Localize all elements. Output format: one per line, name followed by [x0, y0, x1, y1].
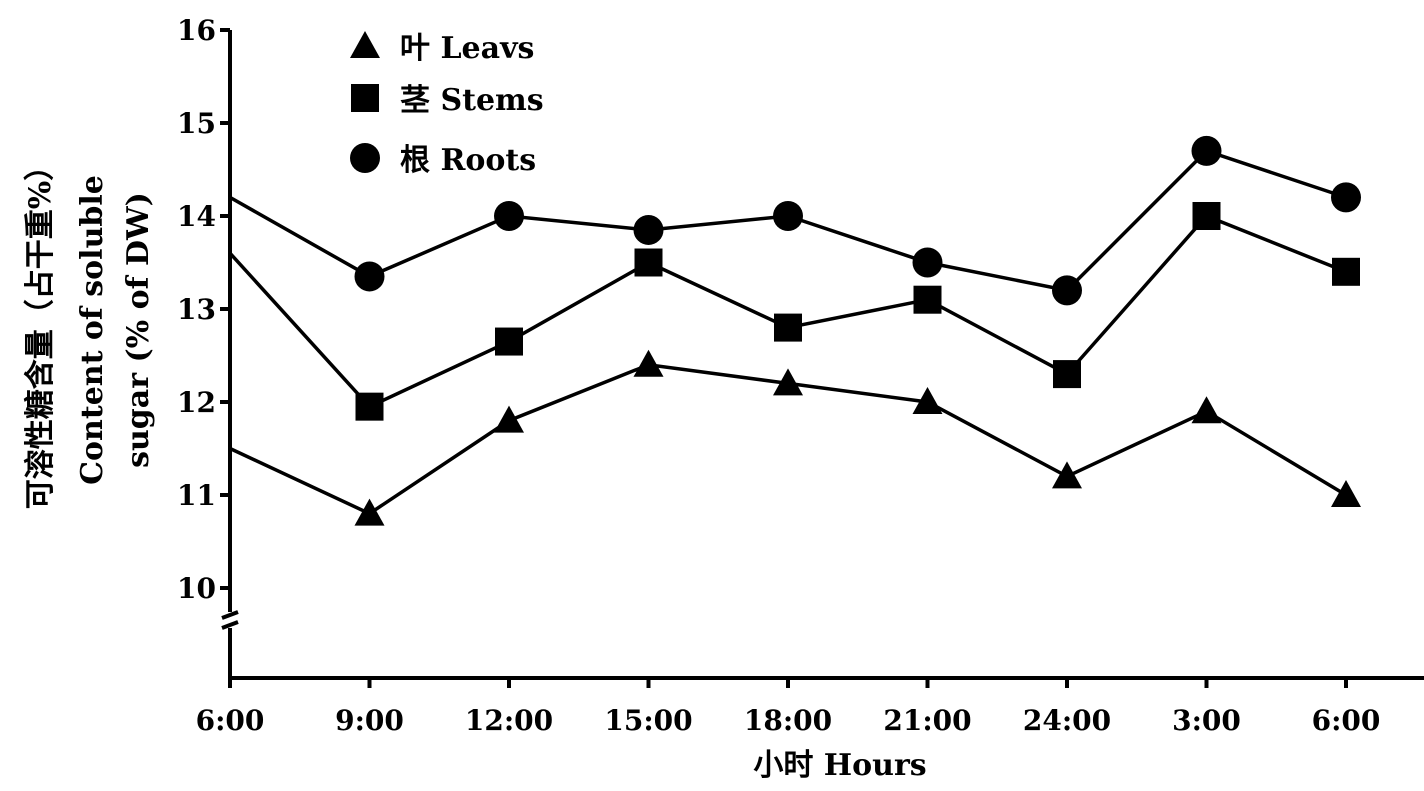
roots-point [494, 201, 524, 231]
stems-legend-marker [351, 84, 379, 112]
y-axis-title-line-1: 可溶性糖含量（占干重%） [23, 151, 58, 510]
y-tick-label: 13 [177, 293, 216, 326]
leaves-legend-marker [350, 31, 380, 58]
tick-labels: 10 11 12 13 14 15 16 6:00 9:00 12:00 15:00 18:00 21:… [177, 14, 1380, 737]
x-tick-label: 15:00 [604, 704, 692, 737]
y-axis-title-line-2: Content of soluble [75, 175, 110, 485]
x-tick-label: 3:00 [1172, 704, 1241, 737]
y-tick-label: 12 [177, 386, 216, 419]
x-tick-label: 9:00 [335, 704, 404, 737]
stems-legend-label: 茎 Stems [400, 83, 544, 118]
roots-legend-label: 根 Roots [400, 143, 536, 178]
leaves-point [633, 349, 664, 377]
leaves-point [773, 368, 803, 396]
stems-point [774, 313, 802, 342]
roots-point [912, 247, 943, 278]
stems-point [913, 285, 942, 314]
stems-point [495, 327, 523, 356]
y-tick-label: 15 [177, 107, 216, 140]
leaves-legend-label: 叶 Leavs [400, 31, 534, 66]
leaves-point [912, 387, 943, 414]
leaves-point [1191, 396, 1222, 424]
legend: 叶 Leavs 茎 Stems 根 Roots [350, 31, 544, 178]
x-axis-title: 小时 Hours [753, 748, 926, 783]
y-tick-label: 16 [177, 14, 216, 47]
roots-legend-marker [350, 143, 380, 173]
x-tick-label: 6:00 [196, 704, 265, 737]
leaves-point [354, 498, 385, 526]
leaves-point [1331, 480, 1361, 507]
stems-point [1332, 257, 1360, 286]
stems-point [1053, 360, 1081, 389]
stems-point [634, 248, 663, 277]
roots-point [633, 214, 664, 245]
stems-point [1192, 202, 1221, 230]
roots-point [1331, 182, 1361, 213]
y-axis-break-mark [221, 610, 239, 630]
x-tick-label: 18:00 [744, 704, 832, 737]
y-axis-title: 可溶性糖含量（占干重%） Content of soluble sugar (%… [23, 151, 156, 510]
y-tick-label: 11 [177, 479, 216, 512]
y-tick-label: 14 [177, 200, 216, 233]
roots-point [773, 201, 803, 231]
y-axis-title-line-3: sugar (% of DW) [121, 192, 156, 468]
stems-point [355, 392, 384, 421]
x-tick-label: 24:00 [1023, 704, 1111, 737]
axes [220, 28, 1424, 688]
roots-point [1052, 275, 1082, 306]
roots-point [354, 261, 385, 292]
leaves-point [494, 405, 524, 433]
series-markers [354, 135, 1361, 526]
x-tick-label: 21:00 [883, 704, 971, 737]
y-tick-label: 10 [177, 572, 216, 605]
leaves-point [1052, 461, 1082, 489]
x-tick-label: 12:00 [465, 704, 553, 737]
x-tick-label: 6:00 [1312, 704, 1381, 737]
roots-point [1191, 135, 1222, 166]
